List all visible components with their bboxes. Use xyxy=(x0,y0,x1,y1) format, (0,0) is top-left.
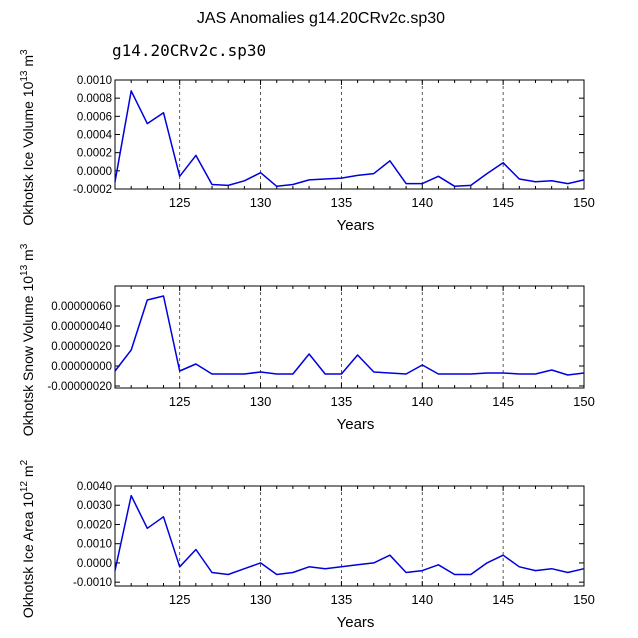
y-tick-label: 0.00000060 xyxy=(51,301,112,313)
x-tick-label: 145 xyxy=(492,195,514,210)
legend-label: g14.20CRv2c.sp30 xyxy=(112,41,266,60)
x-tick-label: 135 xyxy=(331,394,353,409)
x-tick-label: 140 xyxy=(411,394,433,409)
y-tick-label: -0.0002 xyxy=(73,184,112,196)
y-axis-label: Okhotsk Ice Volume 1013 m3 xyxy=(19,49,36,226)
x-axis-label: Years xyxy=(337,614,375,631)
series-line xyxy=(114,90,585,188)
y-tick-label: 0.00000020 xyxy=(51,341,112,353)
y-tick-label: 0.0004 xyxy=(77,130,113,142)
x-tick-label: 135 xyxy=(331,195,353,210)
y-tick-label: 0.0000 xyxy=(77,558,112,570)
panel-2: 125 130 135 140 145 150 -0.00000020 0.00000000 0… xyxy=(19,243,595,436)
plot-frame xyxy=(114,485,585,587)
x-tick-label: 125 xyxy=(169,195,191,210)
x-tick-label: 145 xyxy=(492,592,514,607)
panel-1: 125 130 135 140 145 150 -0.0002 0.0000 0.0002 0.0… xyxy=(19,49,595,234)
y-tick-label: -0.00000020 xyxy=(47,381,112,393)
series-line xyxy=(114,494,585,576)
y-axis-label: Okhotsk Ice Area 1012 m2 xyxy=(19,459,36,618)
x-axis-label: Years xyxy=(337,416,375,433)
chart-panels: 125 130 135 140 145 150 -0.0002 0.0000 0.0002 0.0… xyxy=(19,49,595,631)
y-tick-label: 0.0040 xyxy=(77,481,112,493)
x-tick-label: 150 xyxy=(573,195,595,210)
panel-3: 125 130 135 140 145 150 -0.0010 0.0000 0.0010 0.0… xyxy=(19,459,595,631)
y-tick-label: -0.0010 xyxy=(73,577,112,589)
y-tick-label: 0.0002 xyxy=(77,148,112,160)
y-tick-label: 0.0010 xyxy=(77,539,112,551)
y-tick-label: 0.0010 xyxy=(77,75,112,87)
x-tick-label: 130 xyxy=(250,195,272,210)
x-tick-label: 145 xyxy=(492,394,514,409)
y-tick-label: 0.00000000 xyxy=(51,361,112,373)
y-tick-label: 0.0008 xyxy=(77,93,112,105)
x-tick-label: 125 xyxy=(169,592,191,607)
plot-frame xyxy=(114,285,585,389)
x-tick-label: 130 xyxy=(250,394,272,409)
x-tick-label: 150 xyxy=(573,592,595,607)
series-line xyxy=(114,295,585,376)
figure-title: JAS Anomalies g14.20CRv2c.sp30 xyxy=(197,10,445,27)
y-tick-label: 0.0020 xyxy=(77,519,112,531)
y-tick-label: 0.0000 xyxy=(77,166,112,178)
x-tick-label: 125 xyxy=(169,394,191,409)
x-tick-label: 140 xyxy=(411,592,433,607)
x-tick-label: 130 xyxy=(250,592,272,607)
y-tick-label: 0.00000040 xyxy=(51,321,112,333)
y-tick-label: 0.0030 xyxy=(77,500,112,512)
x-tick-label: 140 xyxy=(411,195,433,210)
x-tick-label: 135 xyxy=(331,592,353,607)
y-axis-label: Okhotsk Snow Volume 1013 m3 xyxy=(19,243,36,436)
x-tick-label: 150 xyxy=(573,394,595,409)
x-axis-label: Years xyxy=(337,217,375,234)
y-tick-label: 0.0006 xyxy=(77,111,112,123)
